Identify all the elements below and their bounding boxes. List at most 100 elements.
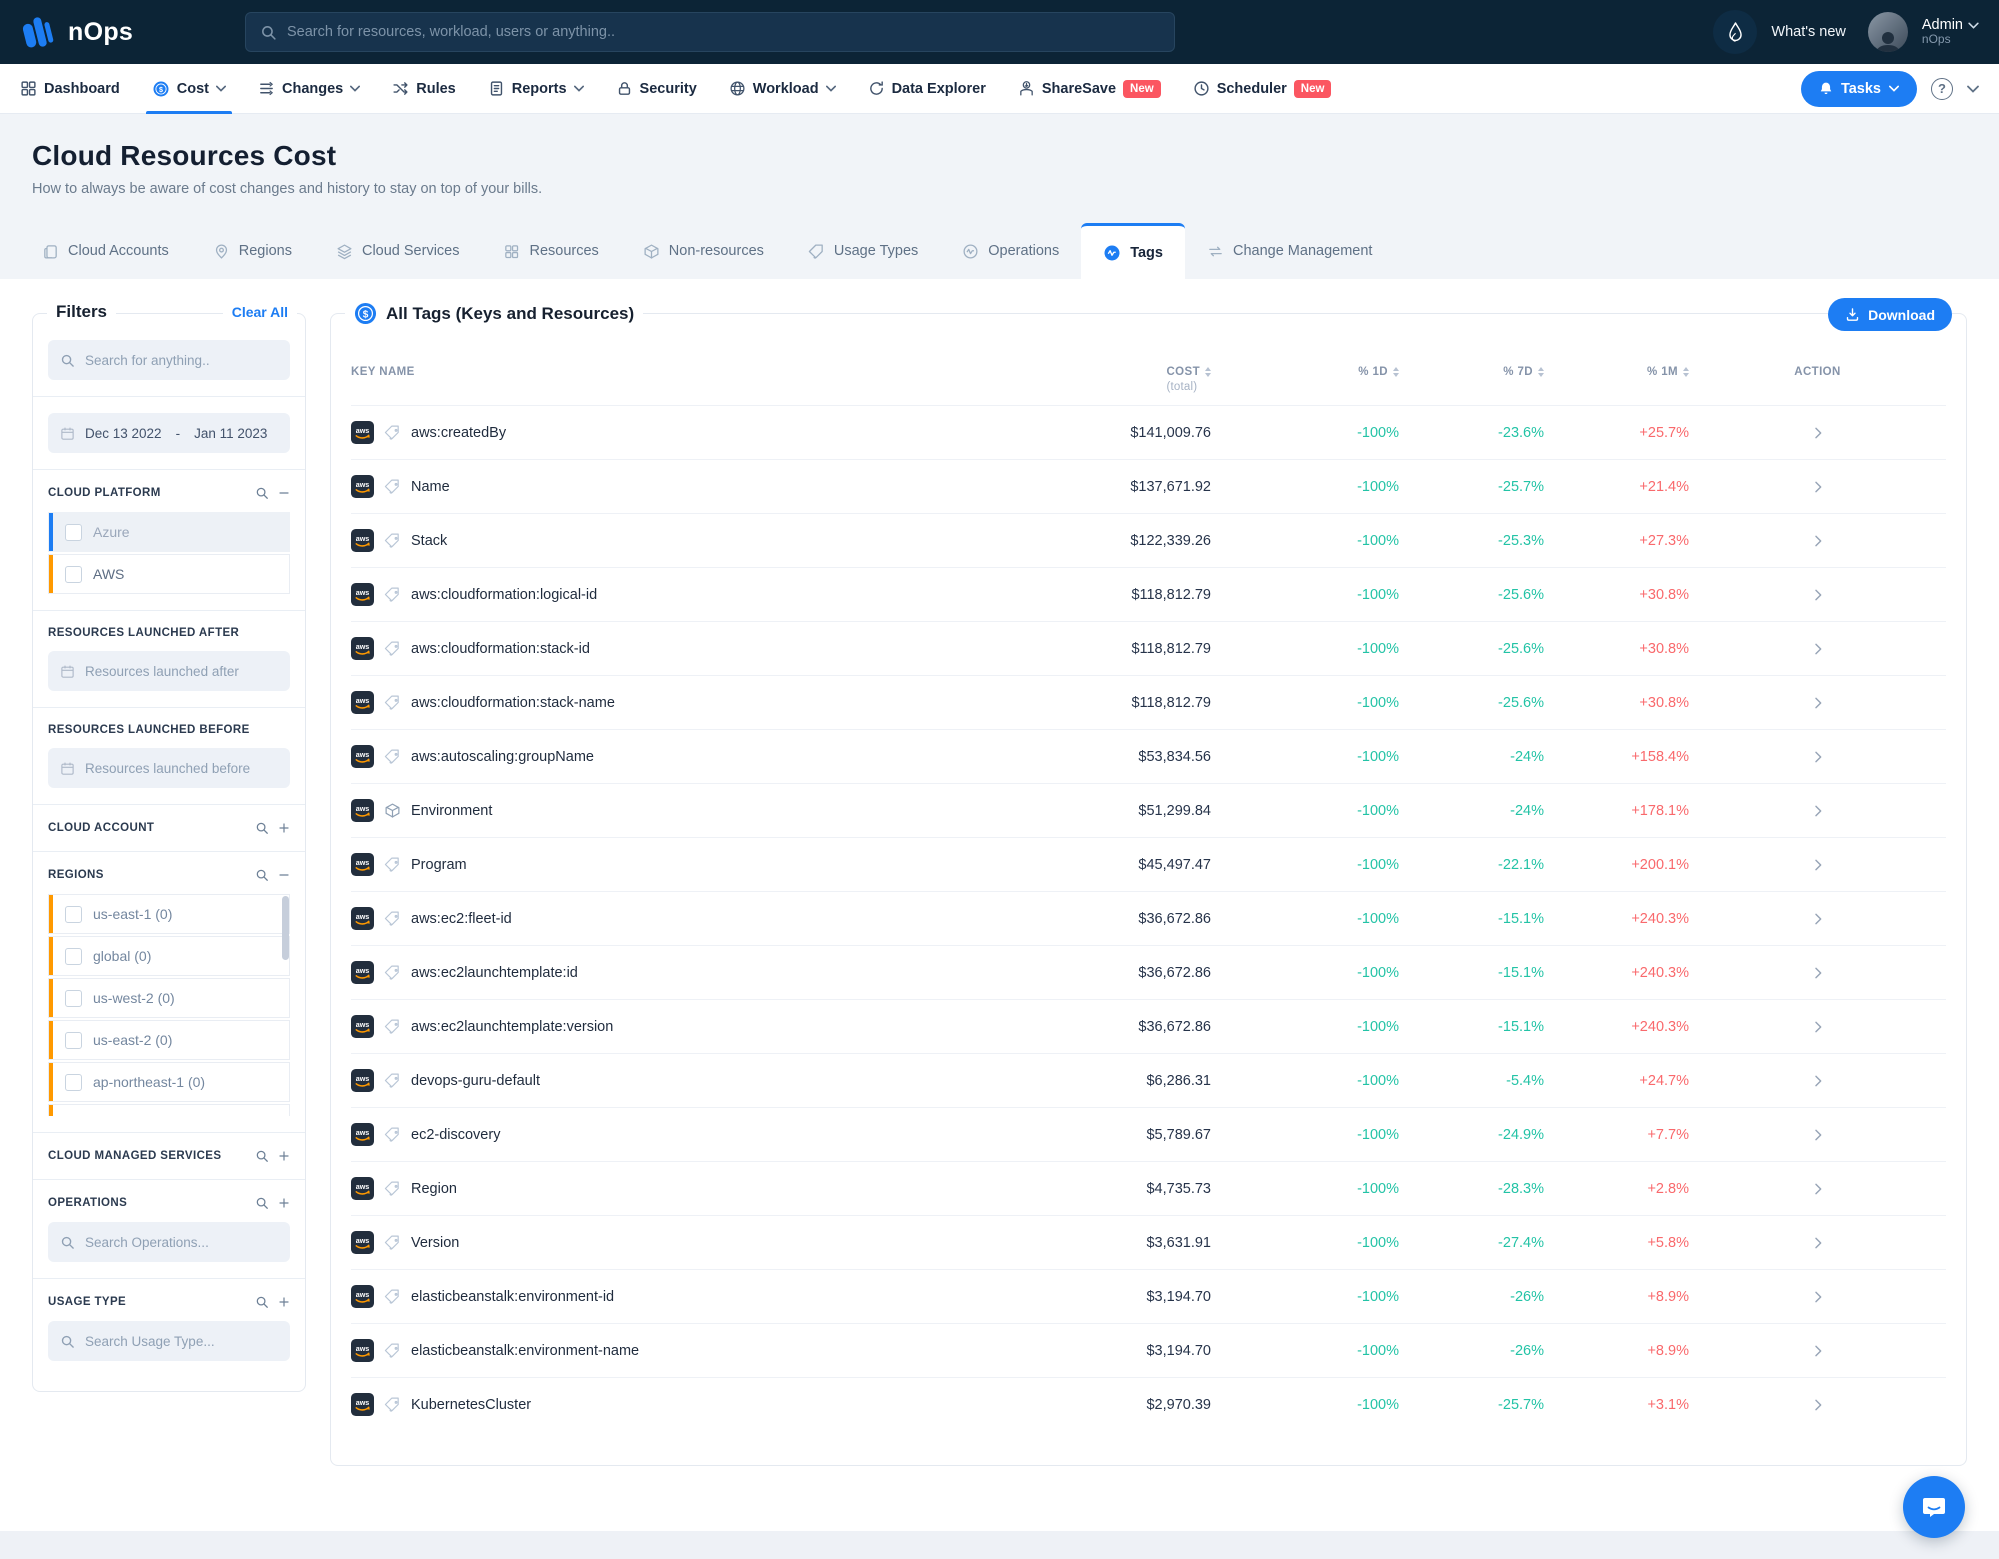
region-option[interactable]: us-west-2 (0) [48,978,290,1018]
nav-item-workload[interactable]: Workload [729,64,836,114]
table-row[interactable]: aws [351,1053,1946,1107]
date-range-picker[interactable]: Dec 13 2022 - Jan 11 2023 [48,413,290,453]
section-collapse-icon[interactable] [278,869,290,881]
section-expand-icon[interactable] [278,1197,290,1209]
section-search-icon[interactable] [255,1196,269,1210]
table-row[interactable]: aws [351,459,1946,513]
tab-cloud-services[interactable]: Cloud Services [314,223,482,279]
sort-icon[interactable] [1538,367,1544,377]
aws-checkbox[interactable] [65,565,82,583]
table-row[interactable]: aws [351,1107,1946,1161]
row-expand-chevron[interactable] [1810,1397,1826,1413]
row-expand-chevron[interactable] [1810,1181,1826,1197]
row-expand-chevron[interactable] [1810,1073,1826,1089]
col-header-7d[interactable]: % 7D [1399,366,1544,378]
global-search[interactable] [245,12,1175,52]
nav-item-cost[interactable]: $ Cost [145,64,233,114]
row-expand-chevron[interactable] [1810,641,1826,657]
azure-checkbox[interactable] [65,523,82,541]
usage-type-search-input[interactable] [85,1333,278,1349]
region-checkbox[interactable] [65,1073,82,1091]
region-checkbox[interactable] [65,989,82,1007]
table-row[interactable]: aws [351,1323,1946,1377]
row-expand-chevron[interactable] [1810,857,1826,873]
row-expand-chevron[interactable] [1810,1343,1826,1359]
section-search-icon[interactable] [255,821,269,835]
help-icon[interactable]: ? [1931,77,1953,100]
row-expand-chevron[interactable] [1810,1235,1826,1251]
tab-usage-types[interactable]: Usage Types [786,223,940,279]
row-expand-chevron[interactable] [1810,425,1826,441]
row-expand-chevron[interactable] [1810,1127,1826,1143]
sort-icon[interactable] [1393,367,1399,377]
col-header-1d[interactable]: % 1D [1211,366,1399,378]
tab-regions[interactable]: Regions [191,223,314,279]
section-search-icon[interactable] [255,1295,269,1309]
section-expand-icon[interactable] [278,822,290,834]
table-row[interactable]: aws [351,621,1946,675]
whats-new-flame-icon[interactable] [1713,10,1758,54]
nav-item-data-explorer[interactable]: Data Explorer [868,64,986,114]
table-row[interactable]: aws [351,999,1946,1053]
sort-icon[interactable] [1205,367,1211,377]
row-expand-chevron[interactable] [1810,533,1826,549]
row-expand-chevron[interactable] [1810,803,1826,819]
section-collapse-icon[interactable] [278,487,290,499]
row-expand-chevron[interactable] [1810,1289,1826,1305]
tab-change-management[interactable]: Change Management [1185,223,1394,279]
sort-icon[interactable] [1683,367,1689,377]
nav-item-sharesave[interactable]: ShareSave New [1018,64,1161,114]
user-menu[interactable]: Admin nOps [1922,17,1979,47]
table-row[interactable]: aws [351,405,1946,459]
tab-cloud-accounts[interactable]: Cloud Accounts [20,223,191,279]
operations-search-input[interactable] [85,1234,278,1250]
region-checkbox[interactable] [65,947,82,965]
row-expand-chevron[interactable] [1810,587,1826,603]
section-search-icon[interactable] [255,868,269,882]
tab-non-resources[interactable]: Non-resources [621,223,786,279]
table-row[interactable]: aws [351,1377,1946,1431]
region-option[interactable]: ap-northeast-1 (0) [48,1062,290,1102]
nav-item-security[interactable]: Security [616,64,697,114]
row-expand-chevron[interactable] [1810,911,1826,927]
chevron-down-icon[interactable] [1967,85,1979,93]
table-row[interactable]: aws [351,729,1946,783]
platform-option-azure[interactable]: Azure [48,512,290,552]
tasks-button[interactable]: Tasks [1800,70,1917,107]
section-search-icon[interactable] [255,486,269,500]
clear-all-link[interactable]: Clear All [222,304,297,320]
global-search-input[interactable] [287,24,1160,40]
table-row[interactable]: aws [351,1161,1946,1215]
launched-before-picker[interactable]: Resources launched before [48,748,290,788]
table-row[interactable]: aws [351,1215,1946,1269]
tab-operations[interactable]: Operations [940,223,1081,279]
chat-widget-button[interactable] [1903,1476,1965,1538]
whats-new-label[interactable]: What's new [1771,24,1846,40]
operations-search[interactable] [48,1222,290,1262]
download-button[interactable]: Download [1828,298,1952,331]
nav-item-rules[interactable]: Rules [392,64,456,114]
table-row[interactable]: aws [351,567,1946,621]
region-checkbox[interactable] [65,1031,82,1049]
col-header-cost[interactable]: COST (total) [1041,366,1211,393]
table-row[interactable]: aws [351,675,1946,729]
table-row[interactable]: aws [351,837,1946,891]
section-expand-icon[interactable] [278,1296,290,1308]
section-search-icon[interactable] [255,1149,269,1163]
table-row[interactable]: aws [351,945,1946,999]
nav-item-changes[interactable]: Changes [258,64,361,114]
section-expand-icon[interactable] [278,1150,290,1162]
region-option[interactable]: global (0) [48,936,290,976]
filters-search[interactable] [48,340,290,380]
row-expand-chevron[interactable] [1810,479,1826,495]
table-row[interactable]: aws [351,891,1946,945]
table-row[interactable]: aws [351,513,1946,567]
tab-resources[interactable]: Resources [481,223,620,279]
scrollbar-thumb[interactable] [282,896,289,960]
tab-tags[interactable]: Tags [1081,223,1185,279]
platform-option-aws[interactable]: AWS [48,554,290,594]
launched-after-picker[interactable]: Resources launched after [48,651,290,691]
nav-item-scheduler[interactable]: Scheduler New [1193,64,1332,114]
nops-logo[interactable]: nOps [20,15,225,49]
avatar[interactable] [1867,12,1908,52]
